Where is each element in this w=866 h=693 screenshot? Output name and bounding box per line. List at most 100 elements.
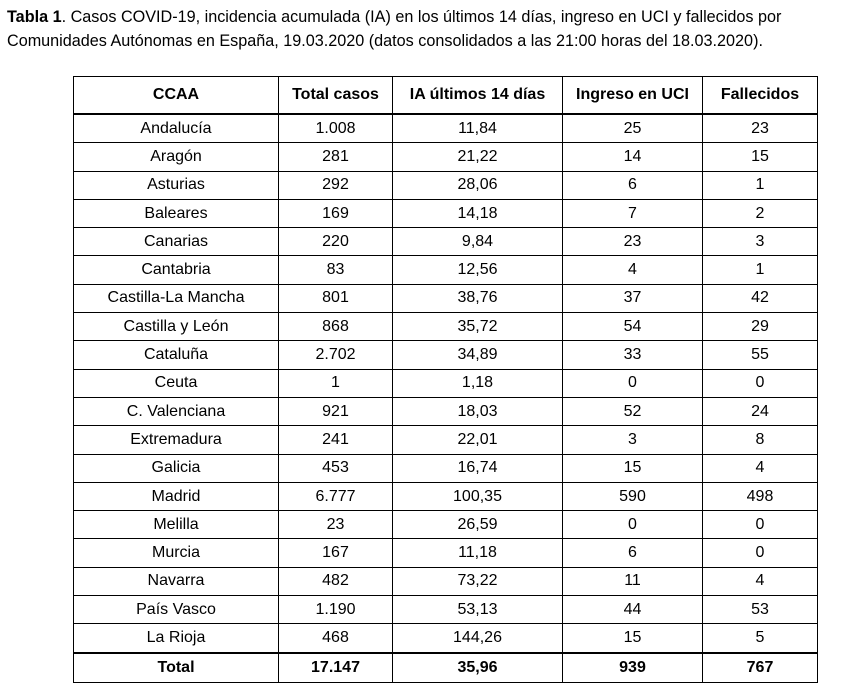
cell-ccaa: Murcia — [73, 538, 279, 568]
cell-ia-14-dias: 28,06 — [392, 170, 563, 200]
cell-total-casos: 83 — [278, 255, 393, 285]
cell-ccaa: Cantabria — [73, 255, 279, 285]
table-row: País Vasco 1.190 53,13 44 53 — [73, 595, 818, 625]
cell-ccaa: Castilla y León — [73, 312, 279, 342]
table-row: Andalucía 1.008 11,84 25 23 — [73, 113, 818, 144]
cell-ingreso-uci: 590 — [562, 481, 703, 512]
cell-fallecidos: 0 — [702, 510, 818, 540]
table-row: Asturias 292 28,06 6 1 — [73, 170, 818, 200]
table-row: Canarias 220 9,84 23 3 — [73, 227, 818, 257]
cell-total-casos: 241 — [278, 425, 393, 455]
cell-ia-14-dias: 18,03 — [392, 396, 563, 427]
cell-ccaa: Cataluña — [73, 340, 279, 370]
caption-line-1-text: . Casos COVID-19, incidencia acumulada (… — [61, 8, 782, 26]
cell-ingreso-uci: 15 — [562, 453, 703, 483]
cell-fallecidos: 2 — [702, 198, 818, 229]
cell-ingreso-uci: 0 — [562, 510, 703, 540]
cell-total-casos: 868 — [278, 312, 393, 342]
cell-fallecidos: 5 — [702, 623, 818, 654]
total-label: Total — [73, 651, 279, 683]
cell-ccaa: Asturias — [73, 170, 279, 200]
table-row: Extremadura 241 22,01 3 8 — [73, 425, 818, 455]
table-total-row: Total 17.147 35,96 939 767 — [73, 651, 818, 683]
caption-label: Tabla 1 — [7, 8, 62, 26]
cell-ccaa: Castilla-La Mancha — [73, 283, 279, 314]
cell-ia-14-dias: 14,18 — [392, 198, 563, 229]
cell-ccaa: Andalucía — [73, 113, 279, 144]
table-row: Cantabria 83 12,56 4 1 — [73, 255, 818, 285]
cell-fallecidos: 0 — [702, 538, 818, 568]
cell-ia-14-dias: 26,59 — [392, 510, 563, 540]
cell-ia-14-dias: 100,35 — [392, 481, 563, 512]
cell-ccaa: Navarra — [73, 566, 279, 597]
cell-fallecidos: 4 — [702, 453, 818, 483]
cell-ccaa: Extremadura — [73, 425, 279, 455]
cell-ia-14-dias: 38,76 — [392, 283, 563, 314]
header-ccaa: CCAA — [73, 76, 279, 115]
table-row: La Rioja 468 144,26 15 5 — [73, 623, 818, 654]
cell-ia-14-dias: 11,18 — [392, 538, 563, 568]
cell-ingreso-uci: 7 — [562, 198, 703, 229]
caption-line-1: Tabla 1. Casos COVID-19, incidencia acum… — [7, 5, 866, 29]
table-row: C. Valenciana 921 18,03 52 24 — [73, 396, 818, 427]
table-row: Castilla y León 868 35,72 54 29 — [73, 312, 818, 342]
cell-total-casos: 2.702 — [278, 340, 393, 370]
table-row: Murcia 167 11,18 6 0 — [73, 538, 818, 568]
total-uci: 939 — [562, 651, 703, 683]
cell-total-casos: 801 — [278, 283, 393, 314]
cell-ia-14-dias: 16,74 — [392, 453, 563, 483]
cell-ccaa: C. Valenciana — [73, 396, 279, 427]
cell-ia-14-dias: 21,22 — [392, 142, 563, 172]
total-ia: 35,96 — [392, 651, 563, 683]
cell-total-casos: 468 — [278, 623, 393, 654]
cell-ia-14-dias: 35,72 — [392, 312, 563, 342]
header-ia-14-dias: IA últimos 14 días — [392, 76, 563, 115]
cell-fallecidos: 29 — [702, 312, 818, 342]
table-caption: Tabla 1. Casos COVID-19, incidencia acum… — [7, 5, 866, 53]
cell-fallecidos: 42 — [702, 283, 818, 314]
cell-ia-14-dias: 22,01 — [392, 425, 563, 455]
table-header-row: CCAA Total casos IA últimos 14 días Ingr… — [73, 76, 818, 115]
table-row: Galicia 453 16,74 15 4 — [73, 453, 818, 483]
cell-ingreso-uci: 52 — [562, 396, 703, 427]
cell-total-casos: 1.008 — [278, 113, 393, 144]
cell-ccaa: La Rioja — [73, 623, 279, 654]
covid-table: CCAA Total casos IA últimos 14 días Ingr… — [73, 76, 818, 683]
cell-fallecidos: 0 — [702, 368, 818, 398]
cell-total-casos: 169 — [278, 198, 393, 229]
cell-ia-14-dias: 1,18 — [392, 368, 563, 398]
cell-ingreso-uci: 3 — [562, 425, 703, 455]
cell-ingreso-uci: 6 — [562, 170, 703, 200]
table-row: Baleares 169 14,18 7 2 — [73, 198, 818, 229]
cell-ia-14-dias: 73,22 — [392, 566, 563, 597]
cell-total-casos: 23 — [278, 510, 393, 540]
cell-total-casos: 482 — [278, 566, 393, 597]
total-fallecidos: 767 — [702, 651, 818, 683]
cell-ingreso-uci: 44 — [562, 595, 703, 625]
cell-ingreso-uci: 11 — [562, 566, 703, 597]
cell-ingreso-uci: 0 — [562, 368, 703, 398]
cell-ccaa: Melilla — [73, 510, 279, 540]
table-row: Ceuta 1 1,18 0 0 — [73, 368, 818, 398]
cell-ccaa: Madrid — [73, 481, 279, 512]
cell-ccaa: Ceuta — [73, 368, 279, 398]
cell-ingreso-uci: 37 — [562, 283, 703, 314]
cell-total-casos: 1 — [278, 368, 393, 398]
cell-fallecidos: 3 — [702, 227, 818, 257]
cell-total-casos: 292 — [278, 170, 393, 200]
cell-fallecidos: 23 — [702, 113, 818, 144]
table-row: Melilla 23 26,59 0 0 — [73, 510, 818, 540]
cell-ia-14-dias: 53,13 — [392, 595, 563, 625]
cell-total-casos: 220 — [278, 227, 393, 257]
cell-ingreso-uci: 54 — [562, 312, 703, 342]
cell-fallecidos: 4 — [702, 566, 818, 597]
table-row: Madrid 6.777 100,35 590 498 — [73, 481, 818, 512]
covid-table-container: CCAA Total casos IA últimos 14 días Ingr… — [73, 76, 818, 683]
table-row: Cataluña 2.702 34,89 33 55 — [73, 340, 818, 370]
cell-total-casos: 281 — [278, 142, 393, 172]
cell-total-casos: 1.190 — [278, 595, 393, 625]
cell-fallecidos: 53 — [702, 595, 818, 625]
cell-total-casos: 167 — [278, 538, 393, 568]
cell-ccaa: Galicia — [73, 453, 279, 483]
cell-ccaa: País Vasco — [73, 595, 279, 625]
